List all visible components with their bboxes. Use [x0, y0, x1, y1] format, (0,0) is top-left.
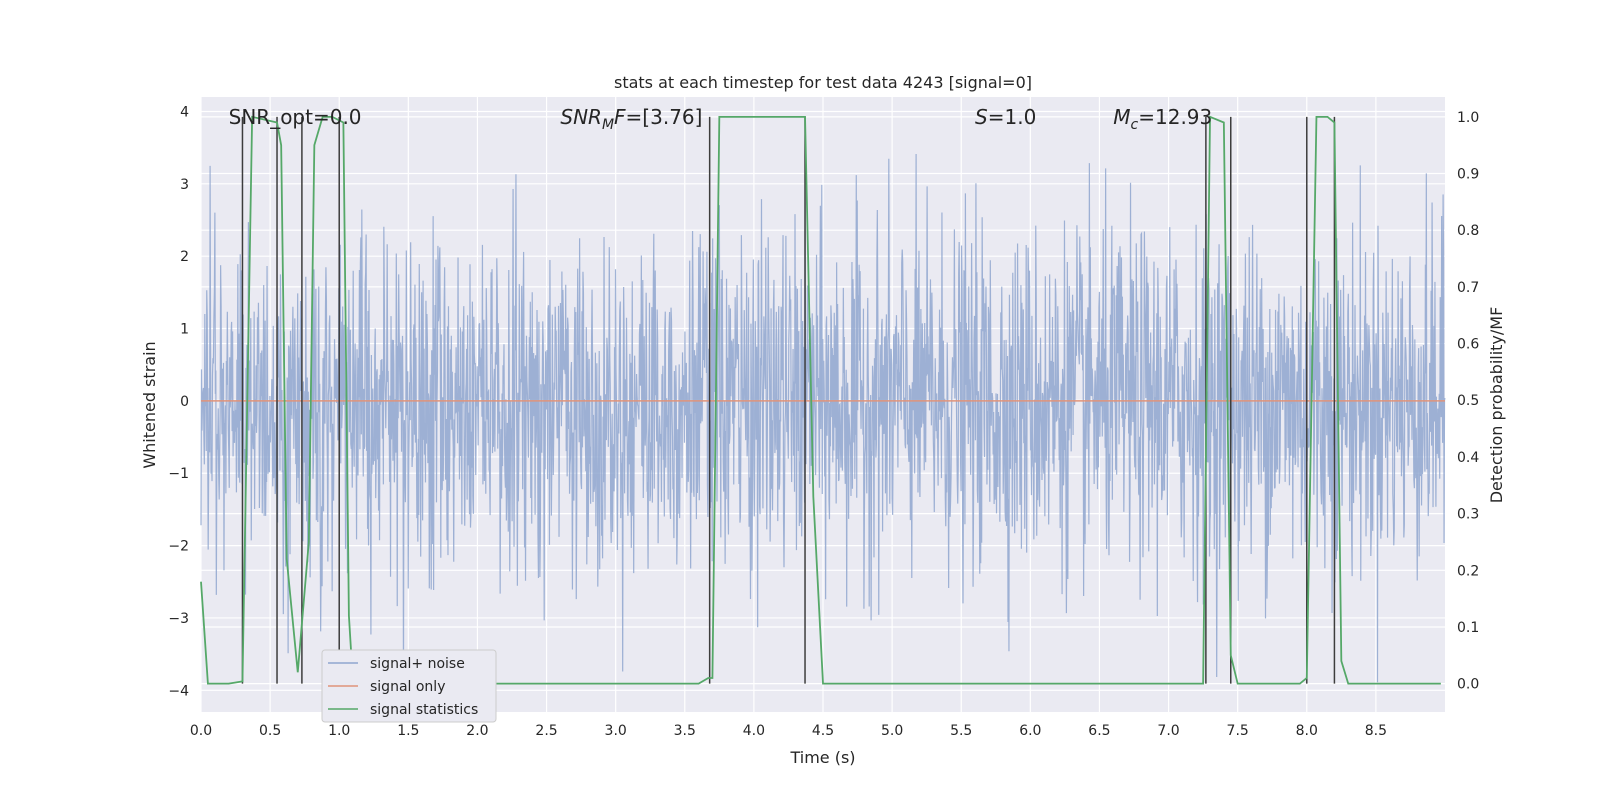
y-axis-label: Whitened strain: [140, 341, 159, 468]
signal-noise-line: [200, 153, 1446, 691]
annotation-text: SNR_opt=0.0: [229, 105, 362, 129]
signal-noise-series: [200, 153, 1446, 691]
x-tick-label: 4.0: [743, 723, 765, 739]
x-tick-label: 8.0: [1296, 723, 1318, 739]
y-tick-label: 1: [180, 322, 189, 338]
y2-tick-label: 0.3: [1457, 507, 1479, 523]
tick-labels: 0.0 0.5 1.0 1.5 2.0 2.5 3.0 3.5 4.0 4.5 5.0 5.5 6.0 6…: [168, 104, 1479, 739]
legend: signal+ noise signal only signal statist…: [321, 649, 497, 723]
x-tick-label: 8.5: [1365, 723, 1387, 739]
y2-tick-label: 0.4: [1457, 450, 1479, 466]
y-tick-label: 2: [180, 249, 189, 265]
chart-title: stats at each timestep for test data 424…: [614, 73, 1032, 92]
x-axis-label: Time (s): [789, 748, 855, 767]
y-tick-label: −4: [168, 683, 189, 699]
x-tick-label: 5.0: [881, 723, 903, 739]
annotations: SNR_opt=0.0 SNRMF=[3.76] S=1.0 Mc=12.93: [229, 105, 1213, 133]
annotation-text: Mc=12.93: [1113, 105, 1212, 133]
y2-tick-label: 0.1: [1457, 620, 1479, 636]
signal-statistics-line: [200, 115, 1441, 685]
y2-axis-label: Detection probability/MF: [1487, 307, 1506, 504]
legend-label-signal-statistics: signal statistics: [370, 702, 478, 718]
y-tick-label: 0: [180, 394, 189, 410]
y-tick-label: 4: [180, 104, 189, 120]
y2-tick-label: 0.6: [1457, 337, 1479, 353]
y-tick-label: 3: [180, 177, 189, 193]
y2-tick-label: 0.9: [1457, 167, 1479, 183]
x-tick-label: 6.5: [1088, 723, 1110, 739]
legend-label-signal-only: signal only: [370, 679, 445, 695]
y-tick-label: −1: [168, 466, 189, 482]
x-tick-label: 7.5: [1227, 723, 1249, 739]
x-tick-label: 1.0: [328, 723, 350, 739]
y2-tick-label: 0.8: [1457, 223, 1479, 239]
legend-box: [321, 649, 497, 723]
x-tick-label: 2.0: [466, 723, 488, 739]
annotation-text: SNRMF=[3.76]: [560, 105, 702, 133]
x-tick-label: 5.5: [950, 723, 972, 739]
x-tick-label: 1.5: [397, 723, 419, 739]
x-tick-label: 7.0: [1157, 723, 1179, 739]
y2-tick-label: 0.0: [1457, 677, 1479, 693]
y2-tick-label: 0.5: [1457, 393, 1479, 409]
signal-statistics-series: [200, 115, 1441, 685]
y2-tick-label: 0.7: [1457, 280, 1479, 296]
y2-tick-label: 1.0: [1457, 110, 1479, 126]
annotation-text: S=1.0: [975, 105, 1036, 129]
x-tick-label: 2.5: [535, 723, 557, 739]
x-tick-label: 3.0: [605, 723, 627, 739]
y-tick-label: −3: [168, 611, 189, 627]
x-tick-label: 3.5: [674, 723, 696, 739]
y2-tick-label: 0.2: [1457, 563, 1479, 579]
legend-label-signal-noise: signal+ noise: [370, 656, 465, 672]
x-tick-label: 0.0: [190, 723, 212, 739]
y-tick-label: −2: [168, 539, 189, 555]
x-tick-label: 0.5: [259, 723, 281, 739]
x-tick-label: 6.0: [1019, 723, 1041, 739]
x-tick-label: 4.5: [812, 723, 834, 739]
